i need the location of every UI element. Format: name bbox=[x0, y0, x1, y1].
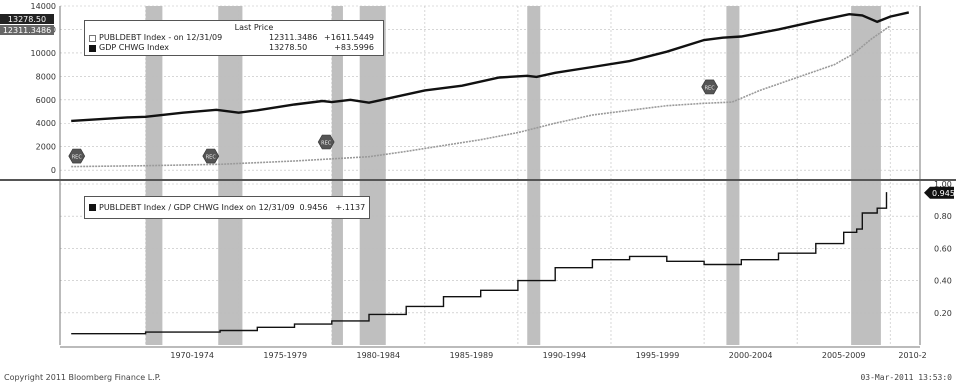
recession-band-1 bbox=[218, 6, 243, 345]
top-y-tick-label-7: 14000 bbox=[31, 2, 56, 11]
legend-label-gdp: GDP CHWG Index bbox=[99, 43, 170, 52]
rec-tag-0 bbox=[68, 148, 86, 164]
x-tick-label-5: 1995-1999 bbox=[636, 351, 680, 360]
rec-tag-label-3: REC bbox=[705, 85, 716, 91]
bottom-y-tick-label-3: 0.80 bbox=[934, 212, 952, 221]
rec-tag-3 bbox=[701, 79, 718, 95]
legend-entry-debt: PUBLDEBT Index - on 12/31/09 12311.3486 … bbox=[89, 33, 379, 43]
x-tick-label-2: 1980-1984 bbox=[357, 351, 401, 360]
recession-band-0 bbox=[145, 6, 163, 345]
rec-tag-label-0: REC bbox=[72, 155, 83, 161]
copyright-text: Copyright 2011 Bloomberg Finance L.P. bbox=[4, 373, 161, 382]
legend-value-gdp: 13278.50 bbox=[269, 43, 308, 52]
bottom-y-tick-label-2: 0.60 bbox=[934, 244, 952, 253]
legend-header: Last Price bbox=[234, 23, 274, 32]
bottom-y-tick-label-0: 0.20 bbox=[934, 309, 952, 318]
recession-band-4 bbox=[527, 6, 541, 345]
series-line-ratio bbox=[71, 192, 888, 335]
x-tick-label-0: 1970-1974 bbox=[170, 351, 214, 360]
legend-value-debt: 12311.3486 bbox=[269, 33, 318, 42]
legend-entry-gdp: GDP CHWG Index 13278.50 +83.5996 bbox=[89, 43, 379, 53]
last-value-tag-debt bbox=[0, 25, 54, 35]
bottom-legend: PUBLDEBT Index / GDP CHWG Index on 12/31… bbox=[84, 196, 371, 219]
x-tick-label-4: 1990-1994 bbox=[543, 351, 587, 360]
last-value-tag-ratio-text: 0.9456 bbox=[932, 189, 956, 198]
bottom-y-tick-label-1: 0.40 bbox=[934, 277, 952, 286]
x-tick-label-8: 2010-2 bbox=[898, 351, 926, 360]
top-y-tick-label-3: 6000 bbox=[36, 96, 56, 105]
x-tick-label-1: 1975-1979 bbox=[263, 351, 307, 360]
recession-band-2 bbox=[331, 6, 343, 345]
debt-swatch bbox=[89, 34, 96, 42]
recession-band-5 bbox=[726, 6, 740, 345]
series-line-publdebt bbox=[71, 25, 891, 168]
top-y-tick-label-2: 4000 bbox=[36, 119, 56, 128]
gdp-swatch bbox=[89, 44, 96, 52]
recession-band-3 bbox=[359, 6, 386, 345]
last-value-tag-gdp-text: 13278.50 bbox=[8, 15, 46, 24]
x-tick-label-7: 2005-2009 bbox=[822, 351, 866, 360]
timestamp-text: 03-Mar-2011 13:53:0 bbox=[860, 373, 952, 382]
legend-label-ratio: PUBLDEBT Index / GDP CHWG Index on 12/31… bbox=[99, 202, 295, 212]
top-legend: Last Price PUBLDEBT Index - on 12/31/09 … bbox=[84, 20, 384, 56]
top-y-tick-label-4: 8000 bbox=[36, 72, 56, 81]
rec-tag-label-1: REC bbox=[206, 155, 217, 161]
last-value-tag-ratio bbox=[924, 186, 954, 199]
top-y-tick-label-0: 0 bbox=[51, 166, 56, 175]
ratio-swatch bbox=[89, 204, 96, 211]
x-tick-label-3: 1985-1989 bbox=[450, 351, 494, 360]
last-value-tag-debt-text: 12311.3486 bbox=[3, 26, 51, 35]
rec-tag-1 bbox=[202, 148, 220, 164]
last-value-tag-gdp bbox=[0, 14, 54, 24]
top-y-tick-label-5: 10000 bbox=[31, 49, 56, 58]
legend-change-ratio: +.1137 bbox=[335, 202, 366, 212]
recession-band-6 bbox=[851, 6, 881, 345]
legend-change-gdp: +83.5996 bbox=[334, 43, 374, 52]
series-line-gdp bbox=[71, 11, 910, 123]
legend-label-debt: PUBLDEBT Index - on 12/31/09 bbox=[99, 33, 223, 42]
x-tick-label-6: 2000-2004 bbox=[729, 351, 773, 360]
legend-change-debt: +1611.5449 bbox=[324, 33, 374, 42]
legend-value-ratio: 0.9456 bbox=[299, 202, 328, 212]
top-y-tick-label-1: 2000 bbox=[36, 143, 56, 152]
rec-tag-label-2: REC bbox=[321, 141, 332, 147]
bottom-y-tick-label-4: 1.00 bbox=[934, 180, 952, 189]
rec-tag-2 bbox=[317, 134, 335, 150]
